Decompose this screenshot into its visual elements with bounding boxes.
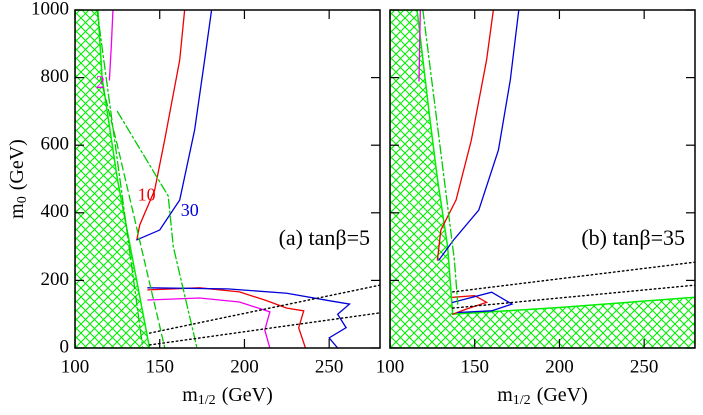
- contour-label: 2: [96, 72, 105, 92]
- x-tick-label: 200: [230, 356, 259, 377]
- contour-line: [148, 284, 380, 334]
- panel: [390, 10, 695, 348]
- x-tick-label: 100: [376, 356, 405, 377]
- y-tick-label: 0: [60, 336, 70, 357]
- axis-label: m1/2 (GeV): [497, 384, 588, 409]
- contour-line: [147, 287, 307, 348]
- axis-label-unit: (GeV): [537, 384, 588, 406]
- x-tick-label: 100: [61, 356, 90, 377]
- contour-label: 10: [138, 184, 156, 204]
- plot-frame: [74, 9, 381, 349]
- axis-label-unit: (GeV): [222, 384, 273, 406]
- contour-line: [147, 297, 271, 348]
- axis-label: m1/2 (GeV): [182, 384, 273, 409]
- contour-line: [422, 10, 459, 305]
- panel-label: (a) tanβ=5: [279, 225, 370, 250]
- x-tick-label: 150: [460, 356, 489, 377]
- axis-label: m0 (GeV): [6, 139, 31, 219]
- contour-line: [147, 287, 351, 348]
- excluded-region: [390, 10, 695, 348]
- contour-line: [452, 294, 489, 315]
- x-tick-label: 150: [145, 356, 174, 377]
- axis-label-main: m: [6, 203, 28, 219]
- y-tick-label: 200: [41, 269, 70, 290]
- contour-line: [451, 261, 695, 293]
- y-tick-label: 800: [41, 66, 70, 87]
- y-tick-label: 1000: [31, 0, 69, 19]
- contour-line: [452, 291, 514, 314]
- axis-label-sub: 1/2: [513, 393, 531, 408]
- contour-line: [116, 110, 198, 348]
- y-tick-label: 400: [41, 201, 70, 222]
- axis-label-unit: (GeV): [6, 139, 28, 190]
- axis-label-main: m: [497, 384, 513, 406]
- contour-line: [136, 10, 213, 241]
- y-tick-label: 600: [41, 134, 70, 155]
- contour-line: [136, 10, 186, 241]
- x-tick-label: 200: [545, 356, 574, 377]
- panel-label: (b) tanβ=35: [581, 225, 685, 250]
- x-tick-label: 250: [315, 356, 344, 377]
- contour-line: [418, 10, 421, 82]
- panel: [75, 10, 380, 348]
- contour-line: [451, 284, 695, 309]
- excluded-region: [75, 10, 151, 348]
- contour-line: [438, 10, 520, 261]
- contour-label: 30: [181, 200, 199, 220]
- contour-line: [148, 312, 380, 346]
- contour-line: [96, 10, 144, 348]
- x-tick-label: 250: [630, 356, 659, 377]
- contour-line: [108, 10, 114, 81]
- axis-label-sub: 1/2: [198, 393, 216, 408]
- contour-line: [99, 76, 166, 348]
- axis-label-main: m: [182, 384, 198, 406]
- contour-line: [436, 10, 495, 261]
- plot-frame: [389, 9, 696, 349]
- axis-label-sub: 0: [15, 196, 30, 203]
